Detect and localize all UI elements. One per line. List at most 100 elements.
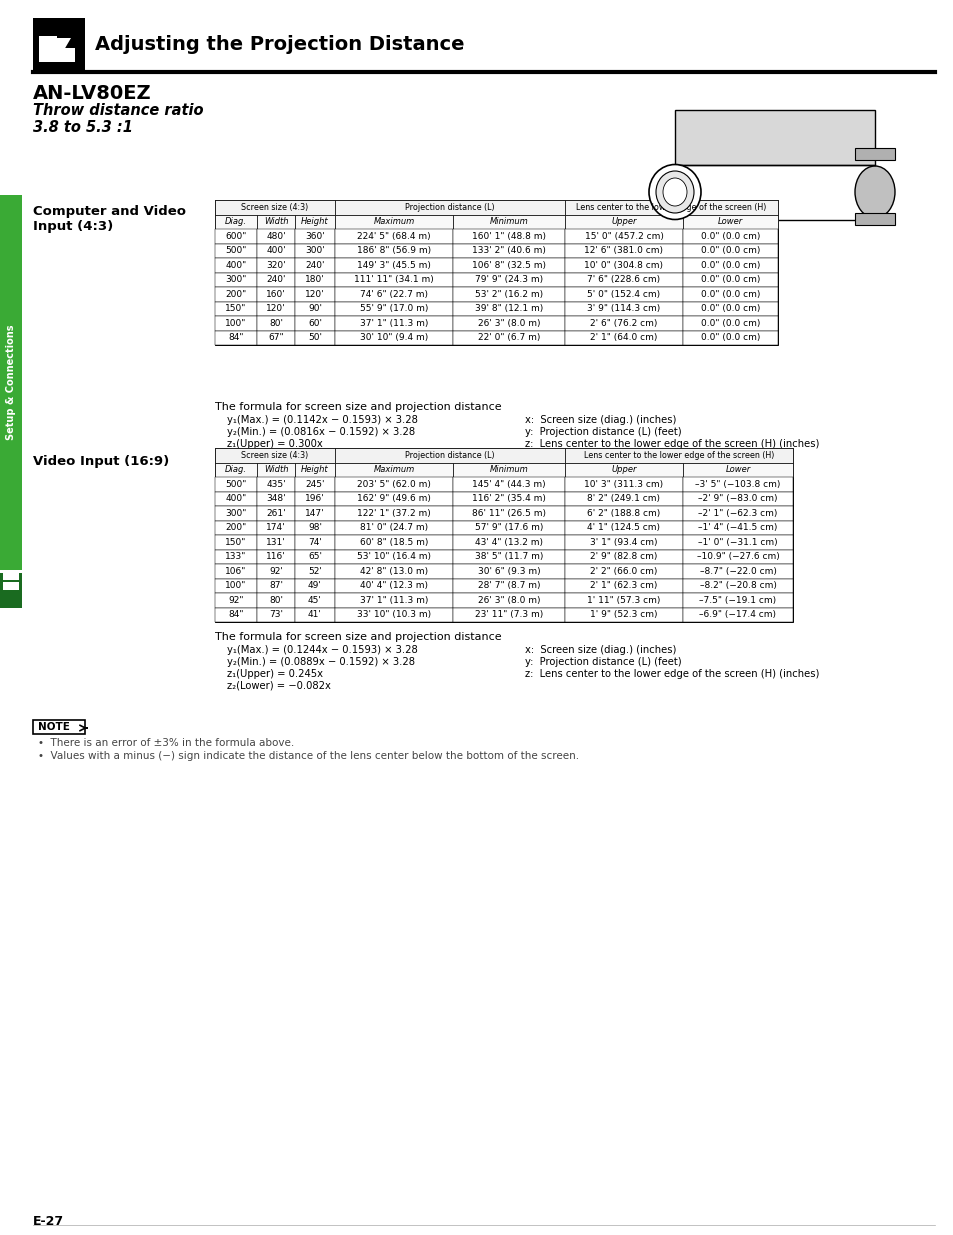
Bar <box>214 448 335 462</box>
Text: 26' 3" (8.0 m): 26' 3" (8.0 m) <box>477 319 539 327</box>
Text: 106": 106" <box>225 567 247 576</box>
Text: –1' 4" (−41.5 cm): –1' 4" (−41.5 cm) <box>698 524 777 532</box>
Bar <box>854 148 894 161</box>
Bar <box>453 564 564 578</box>
Text: 147': 147' <box>305 509 324 517</box>
Bar <box>453 506 564 520</box>
Text: y₂(Min.) = (0.0889x − 0.1592) × 3.28: y₂(Min.) = (0.0889x − 0.1592) × 3.28 <box>227 657 415 667</box>
Bar <box>256 477 294 492</box>
Text: Lens center to the lower edge of the screen (H): Lens center to the lower edge of the scr… <box>576 203 766 211</box>
Text: 160': 160' <box>266 290 286 299</box>
Text: Throw distance ratio: Throw distance ratio <box>33 103 203 119</box>
Text: 400': 400' <box>266 246 286 256</box>
Bar <box>335 608 453 622</box>
Bar <box>335 200 564 215</box>
Bar <box>214 578 256 593</box>
Text: Setup & Connections: Setup & Connections <box>6 325 16 440</box>
Text: 53' 10" (16.4 m): 53' 10" (16.4 m) <box>356 552 431 561</box>
Bar <box>214 535 256 550</box>
Bar <box>453 492 564 506</box>
Bar <box>682 228 778 243</box>
Text: y₁(Max.) = (0.1244x − 0.1593) × 3.28: y₁(Max.) = (0.1244x − 0.1593) × 3.28 <box>227 645 417 655</box>
Bar <box>294 520 335 535</box>
Text: –2' 9" (−83.0 cm): –2' 9" (−83.0 cm) <box>698 494 777 503</box>
Text: 116' 2" (35.4 m): 116' 2" (35.4 m) <box>472 494 545 503</box>
Text: Upper: Upper <box>611 217 636 226</box>
Text: Adjusting the Projection Distance: Adjusting the Projection Distance <box>95 36 464 54</box>
Text: 37' 1" (11.3 m): 37' 1" (11.3 m) <box>359 319 428 327</box>
Bar <box>214 215 256 228</box>
Text: 100": 100" <box>225 319 247 327</box>
Bar <box>453 535 564 550</box>
Bar <box>564 331 682 345</box>
Bar <box>214 477 256 492</box>
Bar <box>453 273 564 287</box>
Bar <box>564 506 682 520</box>
Text: 203' 5" (62.0 m): 203' 5" (62.0 m) <box>356 479 431 489</box>
Text: 186' 8" (56.9 m): 186' 8" (56.9 m) <box>356 246 431 256</box>
Bar <box>39 36 57 62</box>
Bar <box>294 228 335 243</box>
Text: 74': 74' <box>308 537 321 547</box>
Text: 300': 300' <box>305 246 325 256</box>
Text: 200": 200" <box>225 524 247 532</box>
Bar <box>335 535 453 550</box>
Bar <box>256 331 294 345</box>
Bar <box>564 462 682 477</box>
Text: 348': 348' <box>266 494 286 503</box>
Bar <box>214 200 778 345</box>
Text: 122' 1" (37.2 m): 122' 1" (37.2 m) <box>356 509 431 517</box>
Bar <box>0 573 22 608</box>
Text: Upper: Upper <box>611 466 636 474</box>
Text: Computer and Video: Computer and Video <box>33 205 186 219</box>
Ellipse shape <box>854 165 894 219</box>
Bar <box>682 578 792 593</box>
Text: 52': 52' <box>308 567 321 576</box>
Text: 149' 3" (45.5 m): 149' 3" (45.5 m) <box>356 261 431 269</box>
Bar <box>294 492 335 506</box>
Text: 3' 9" (114.3 cm): 3' 9" (114.3 cm) <box>587 304 659 314</box>
Text: y₁(Max.) = (0.1142x − 0.1593) × 3.28: y₁(Max.) = (0.1142x − 0.1593) × 3.28 <box>227 415 417 425</box>
Bar <box>294 331 335 345</box>
Text: 67": 67" <box>268 333 283 342</box>
Bar <box>214 258 256 273</box>
Text: 60' 8" (18.5 m): 60' 8" (18.5 m) <box>359 537 428 547</box>
Text: 84": 84" <box>228 610 244 619</box>
Text: 10' 0" (304.8 cm): 10' 0" (304.8 cm) <box>584 261 662 269</box>
Bar <box>294 215 335 228</box>
Text: z₂(Lower) = −0.082x: z₂(Lower) = −0.082x <box>227 680 331 692</box>
Text: Lens center to the lower edge of the screen (H): Lens center to the lower edge of the scr… <box>583 451 774 459</box>
Bar <box>335 448 564 462</box>
Bar <box>335 228 453 243</box>
Text: x:  Screen size (diag.) (inches): x: Screen size (diag.) (inches) <box>524 645 676 655</box>
Bar <box>294 258 335 273</box>
Text: Minimum: Minimum <box>489 217 528 226</box>
Text: y₂(Min.) = (0.0816x − 0.1592) × 3.28: y₂(Min.) = (0.0816x − 0.1592) × 3.28 <box>227 427 415 437</box>
Bar <box>682 535 792 550</box>
Text: 240': 240' <box>266 275 286 284</box>
Text: Projection distance (L): Projection distance (L) <box>405 451 495 459</box>
Bar <box>214 462 256 477</box>
Text: •  Values with a minus (−) sign indicate the distance of the lens center below t: • Values with a minus (−) sign indicate … <box>38 751 578 761</box>
Text: 45': 45' <box>308 595 321 605</box>
Bar <box>453 301 564 316</box>
Text: 4' 1" (124.5 cm): 4' 1" (124.5 cm) <box>587 524 659 532</box>
Text: 7' 6" (228.6 cm): 7' 6" (228.6 cm) <box>587 275 659 284</box>
Bar <box>453 608 564 622</box>
Text: –8.2" (−20.8 cm): –8.2" (−20.8 cm) <box>699 582 776 590</box>
Text: AN-LV80EZ: AN-LV80EZ <box>33 84 152 103</box>
Bar <box>564 593 682 608</box>
Text: –8.7" (−22.0 cm): –8.7" (−22.0 cm) <box>699 567 776 576</box>
Bar <box>294 593 335 608</box>
Text: Height: Height <box>301 466 329 474</box>
Bar <box>682 462 792 477</box>
Text: 500": 500" <box>225 479 247 489</box>
Bar <box>256 301 294 316</box>
Text: 245': 245' <box>305 479 324 489</box>
Bar <box>335 477 453 492</box>
Text: 60': 60' <box>308 319 322 327</box>
Bar <box>256 215 294 228</box>
Bar <box>256 243 294 258</box>
Bar <box>335 301 453 316</box>
Text: 40' 4" (12.3 m): 40' 4" (12.3 m) <box>359 582 428 590</box>
